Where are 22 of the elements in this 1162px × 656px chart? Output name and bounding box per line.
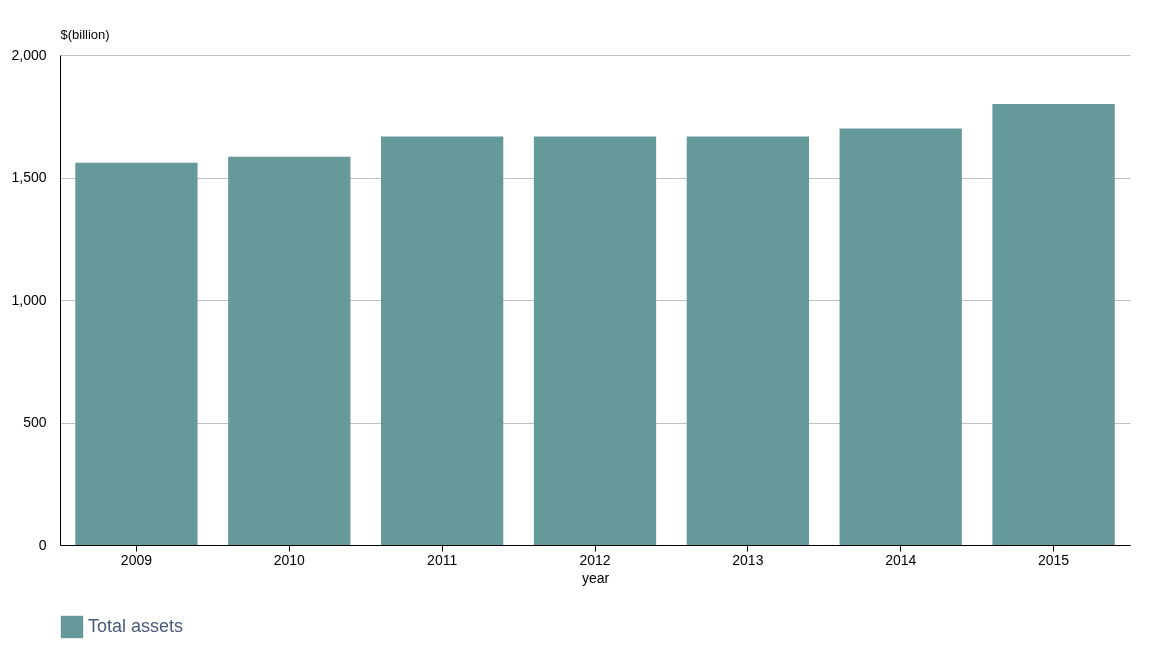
bar [381,136,504,545]
x-tick-label: 2013 [732,551,764,568]
x-axis-title: year [581,569,610,586]
bar [75,162,198,545]
legend-label: Total assets [88,616,184,636]
y-tick-label: 2,000 [11,46,47,63]
bar [839,128,962,545]
y-tick-label: 1,000 [11,291,47,308]
bar [533,136,657,545]
y-tick-label: 1,500 [11,169,47,185]
bar [686,136,809,545]
x-tick-label: 2012 [579,551,611,568]
x-tick-label: 2011 [427,551,458,568]
bar [992,104,1115,545]
x-tick-label: 2014 [885,551,917,568]
bar [228,156,351,545]
x-tick-label: 2009 [120,551,153,568]
y-axis-title: $(billion) [60,26,110,42]
y-tick-label: 0 [38,536,47,553]
x-tick-label: 2015 [1037,551,1070,568]
x-tick-label: 2010 [273,551,306,568]
y-tick-label: 500 [23,414,47,430]
